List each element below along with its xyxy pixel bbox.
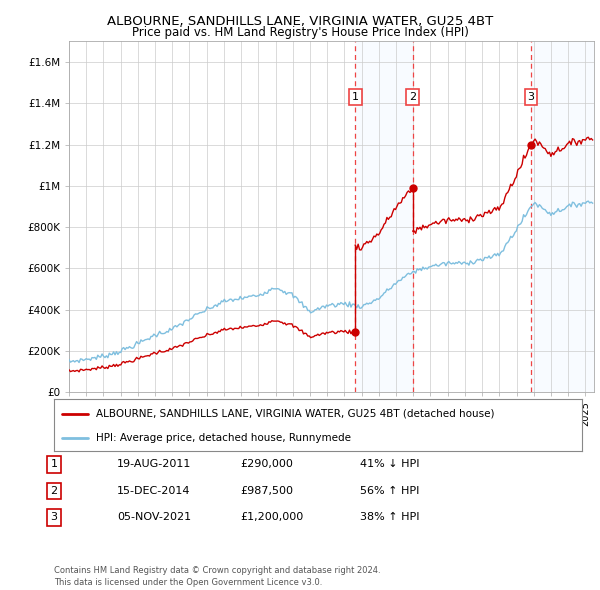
Text: 1: 1 xyxy=(352,92,359,102)
Bar xyxy=(531,41,594,392)
Text: 1: 1 xyxy=(50,460,58,469)
Text: £1,200,000: £1,200,000 xyxy=(240,513,303,522)
Text: £290,000: £290,000 xyxy=(240,460,293,469)
Text: ALBOURNE, SANDHILLS LANE, VIRGINIA WATER, GU25 4BT: ALBOURNE, SANDHILLS LANE, VIRGINIA WATER… xyxy=(107,15,493,28)
Text: HPI: Average price, detached house, Runnymede: HPI: Average price, detached house, Runn… xyxy=(96,434,351,443)
Bar xyxy=(355,41,413,392)
Text: 2: 2 xyxy=(50,486,58,496)
Text: 3: 3 xyxy=(527,92,535,102)
Text: 41% ↓ HPI: 41% ↓ HPI xyxy=(360,460,419,469)
Text: Contains HM Land Registry data © Crown copyright and database right 2024.
This d: Contains HM Land Registry data © Crown c… xyxy=(54,566,380,587)
Text: 05-NOV-2021: 05-NOV-2021 xyxy=(117,513,191,522)
Text: 2: 2 xyxy=(409,92,416,102)
Text: 38% ↑ HPI: 38% ↑ HPI xyxy=(360,513,419,522)
Text: 56% ↑ HPI: 56% ↑ HPI xyxy=(360,486,419,496)
Text: ALBOURNE, SANDHILLS LANE, VIRGINIA WATER, GU25 4BT (detached house): ALBOURNE, SANDHILLS LANE, VIRGINIA WATER… xyxy=(96,409,495,419)
Text: 15-DEC-2014: 15-DEC-2014 xyxy=(117,486,191,496)
Text: 19-AUG-2011: 19-AUG-2011 xyxy=(117,460,191,469)
Text: Price paid vs. HM Land Registry's House Price Index (HPI): Price paid vs. HM Land Registry's House … xyxy=(131,26,469,39)
Text: £987,500: £987,500 xyxy=(240,486,293,496)
Text: 3: 3 xyxy=(50,513,58,522)
